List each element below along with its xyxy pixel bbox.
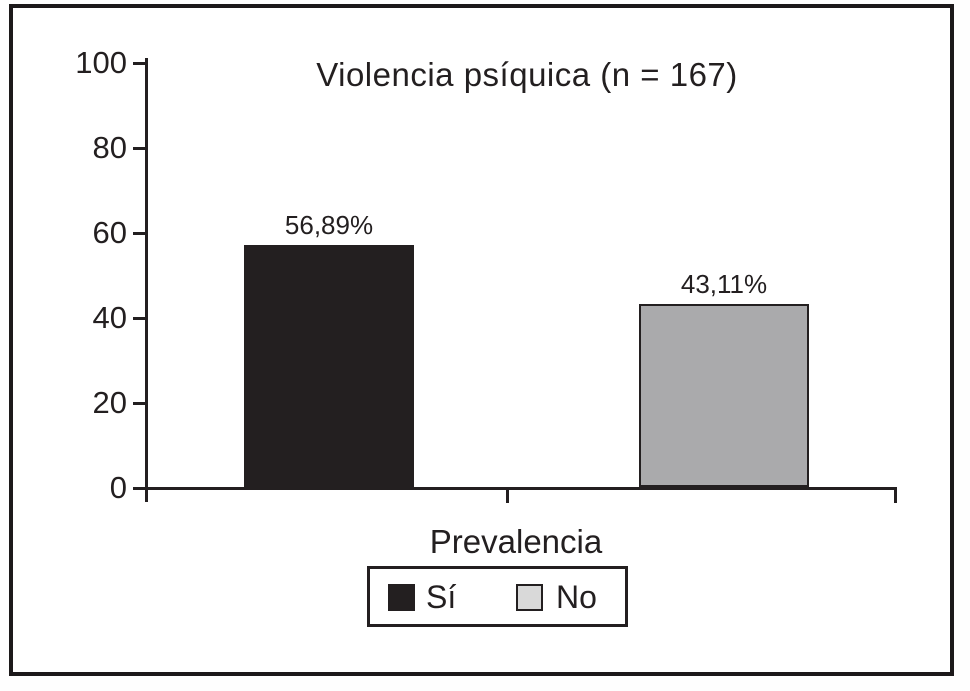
y-tick-mark [133, 147, 146, 150]
legend-swatch-si [388, 584, 415, 611]
y-axis-line [145, 58, 148, 502]
bar-si [244, 245, 414, 487]
legend-label-no: No [556, 579, 597, 615]
y-tick-mark [133, 232, 146, 235]
chart-title: Violencia psíquica (n = 167) [316, 56, 738, 93]
y-tick-mark [133, 402, 146, 405]
y-tick-mark [133, 317, 146, 320]
legend-box: Sí No [367, 566, 628, 627]
y-tick-label: 80 [92, 130, 127, 165]
x-axis-label: Prevalencia [429, 523, 603, 560]
y-tick-label: 0 [109, 470, 127, 505]
x-axis-line [145, 487, 897, 490]
bar-no [639, 304, 809, 487]
y-tick-mark [133, 487, 146, 490]
x-tick-mark [506, 490, 509, 503]
legend-swatch-no [516, 584, 543, 611]
y-tick-label: 60 [92, 215, 127, 250]
y-tick-label: 40 [92, 300, 127, 335]
x-tick-mark [894, 490, 897, 503]
y-tick-label: 20 [92, 385, 127, 420]
bar-value-label: 56,89% [284, 210, 374, 240]
legend-label-si: Sí [426, 579, 457, 615]
y-tick-mark [133, 62, 146, 65]
bar-value-label: 43,11% [680, 269, 768, 299]
y-tick-label: 100 [75, 45, 127, 80]
